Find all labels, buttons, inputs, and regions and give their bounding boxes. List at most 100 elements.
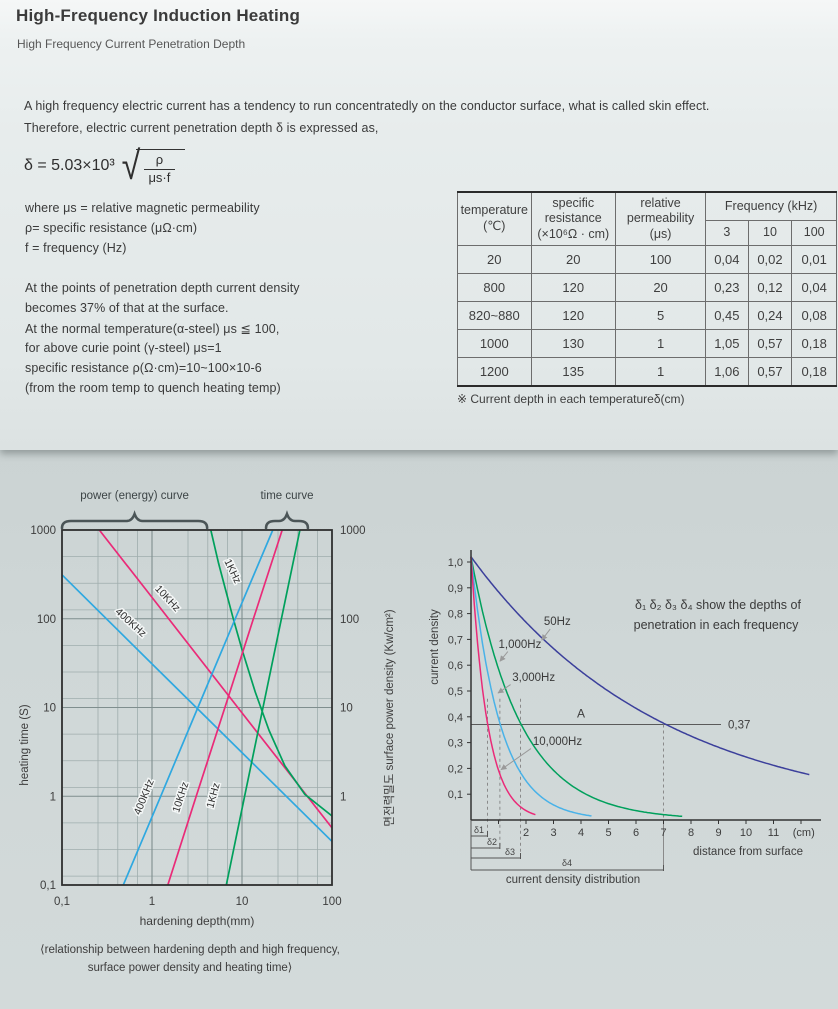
chart-caption: current density distribution	[506, 874, 640, 886]
table-cell: 0,04	[791, 273, 837, 302]
y-tick: 0,6	[448, 660, 463, 672]
y-axis-title-left: heating time (S)	[19, 704, 31, 785]
table-cell: 120	[530, 301, 616, 330]
table-cell: 0,12	[747, 273, 793, 302]
definition-mu: where μs = relative magnetic permeabilit…	[25, 201, 260, 215]
x-tick: 2	[523, 827, 529, 839]
y-tick: 0,1	[448, 789, 463, 801]
y-tick: 0,8	[448, 609, 463, 621]
y-tick-left: 100	[37, 614, 56, 626]
point-a-label: A	[577, 707, 585, 721]
curve-label-1000Hz: 1,000Hz	[499, 639, 542, 651]
table-cell: 135	[530, 357, 616, 387]
table-cell: 1000	[457, 329, 532, 358]
depth-label-δ4: δ4	[562, 858, 572, 868]
power-curve-brace-label: power (energy) curve	[80, 490, 189, 502]
radical-sign-icon: √	[121, 144, 141, 188]
y-tick: 1,0	[448, 557, 463, 569]
y-tick: 0,7	[448, 634, 463, 646]
x-tick: 10	[236, 896, 249, 908]
x-tick: 7	[660, 827, 666, 839]
definition-f: f = frequency (Hz)	[25, 241, 127, 255]
note-line-3: At the normal temperature(α-steel) μs ≦ …	[25, 322, 280, 336]
x-axis-title: hardening depth(mm)	[140, 914, 255, 928]
col-header-temperature: temperature (℃)	[457, 191, 532, 246]
table-row: 820~880 120 5 0,45 0,24 0,08	[457, 301, 837, 330]
table-cell: 0,04	[705, 245, 749, 274]
curve-time-10KHz	[166, 530, 284, 885]
top-section: High-Frequency Induction Heating High Fr…	[0, 0, 838, 450]
curve-50Hz	[470, 556, 810, 776]
chart-caption-line-2: surface power density and heating time⟩	[88, 962, 293, 974]
curve-time-1KHz	[225, 530, 301, 885]
table-cell: 0,18	[791, 329, 837, 358]
table-cell: 0,45	[705, 301, 749, 330]
depth-note-line-2: penetration in each frequency	[634, 618, 799, 632]
y-tick: 0,3	[448, 738, 463, 750]
penetration-depth-table: temperature (℃) specific resistance (×10…	[457, 191, 837, 387]
y-tick-right: 10	[340, 703, 353, 715]
page-subtitle: High Frequency Current Penetration Depth	[17, 37, 246, 51]
curve-label-time-1KHz: 1KHz	[204, 782, 222, 810]
x-tick: 100	[322, 896, 341, 908]
brace-time-curve	[264, 510, 310, 530]
y-tick: 0,9	[448, 583, 463, 595]
label-arrow-50Hz	[541, 628, 551, 641]
table-cell: 0,01	[791, 245, 837, 274]
table-cell: 100	[614, 245, 707, 274]
x-tick: 8	[688, 827, 694, 839]
y-tick: 0,2	[448, 763, 463, 775]
table-cell: 0,08	[791, 301, 837, 330]
note-line-4: for above curie point (γ-steel) μs=1	[25, 341, 222, 355]
intro-line-1: A high frequency electric current has a …	[24, 99, 710, 113]
x-tick: 6	[633, 827, 639, 839]
label-arrow-10000Hz	[500, 748, 532, 771]
curve-3000Hz	[470, 556, 592, 817]
depth-label-δ2: δ2	[487, 837, 497, 847]
curve-label-10000Hz: 10,000Hz	[533, 736, 582, 748]
y-tick: 0,5	[448, 686, 463, 698]
label-arrow-1000Hz	[499, 651, 509, 662]
x-unit-label: (cm)	[793, 827, 815, 839]
label-arrow-3000Hz	[497, 684, 511, 694]
table-cell: 1	[614, 329, 707, 358]
table-cell: 0,57	[747, 357, 793, 387]
depth-note-line-1: δ₁ δ₂ δ₃ δ₄ show the depths of	[635, 598, 801, 612]
brace-power-curve	[60, 510, 209, 530]
x-tick: 3	[550, 827, 556, 839]
table-cell: 800	[457, 273, 532, 302]
note-line-2: becomes 37% of that at the surface.	[25, 301, 229, 315]
intro-line-2: Therefore, electric current penetration …	[24, 121, 379, 135]
table-cell: 1,05	[705, 329, 749, 358]
col-header-specific-resistance: specific resistance (×10⁶Ω · cm)	[530, 191, 616, 246]
table-cell: 20	[457, 245, 532, 274]
x-tick: 11	[768, 827, 779, 839]
y-tick-right: 1	[340, 791, 346, 803]
current-density-chart: δ₁ δ₂ δ₃ δ₄ show the depths of penetratio…	[429, 550, 821, 886]
table-caption: ※ Current depth in each temperatureδ(cm)	[457, 392, 685, 406]
formula-lhs: δ = 5.03×10³	[24, 157, 115, 174]
definition-rho: ρ= specific resistance (μΩ·cm)	[25, 221, 198, 235]
table-cell: 0,24	[747, 301, 793, 330]
formula-denominator: μs·f	[148, 169, 171, 185]
col-header-freq-100: 100	[791, 220, 837, 246]
table-cell: 1,06	[705, 357, 749, 387]
radical: √ ρ μs·f	[120, 144, 186, 188]
y-tick-left: 1000	[30, 525, 56, 537]
curve-label-3000Hz: 3,000Hz	[512, 672, 555, 684]
col-header-freq-3: 3	[705, 220, 749, 246]
curve-power-10KHz	[98, 530, 332, 829]
curve-time-400KHz	[122, 530, 274, 885]
x-tick: 0,1	[54, 896, 70, 908]
curve-label-time-400KHz: 400KHz	[132, 778, 157, 817]
table-row: 1000 130 1 1,05 0,57 0,18	[457, 329, 837, 358]
y-axis-title: current density	[429, 609, 441, 685]
x-tick: 5	[605, 827, 611, 839]
table-cell: 20	[614, 273, 707, 302]
curve-power-1KHz	[209, 530, 332, 817]
col-header-frequency: Frequency (kHz)	[705, 191, 837, 221]
y-tick-left: 1	[50, 791, 56, 803]
grid	[62, 530, 332, 885]
